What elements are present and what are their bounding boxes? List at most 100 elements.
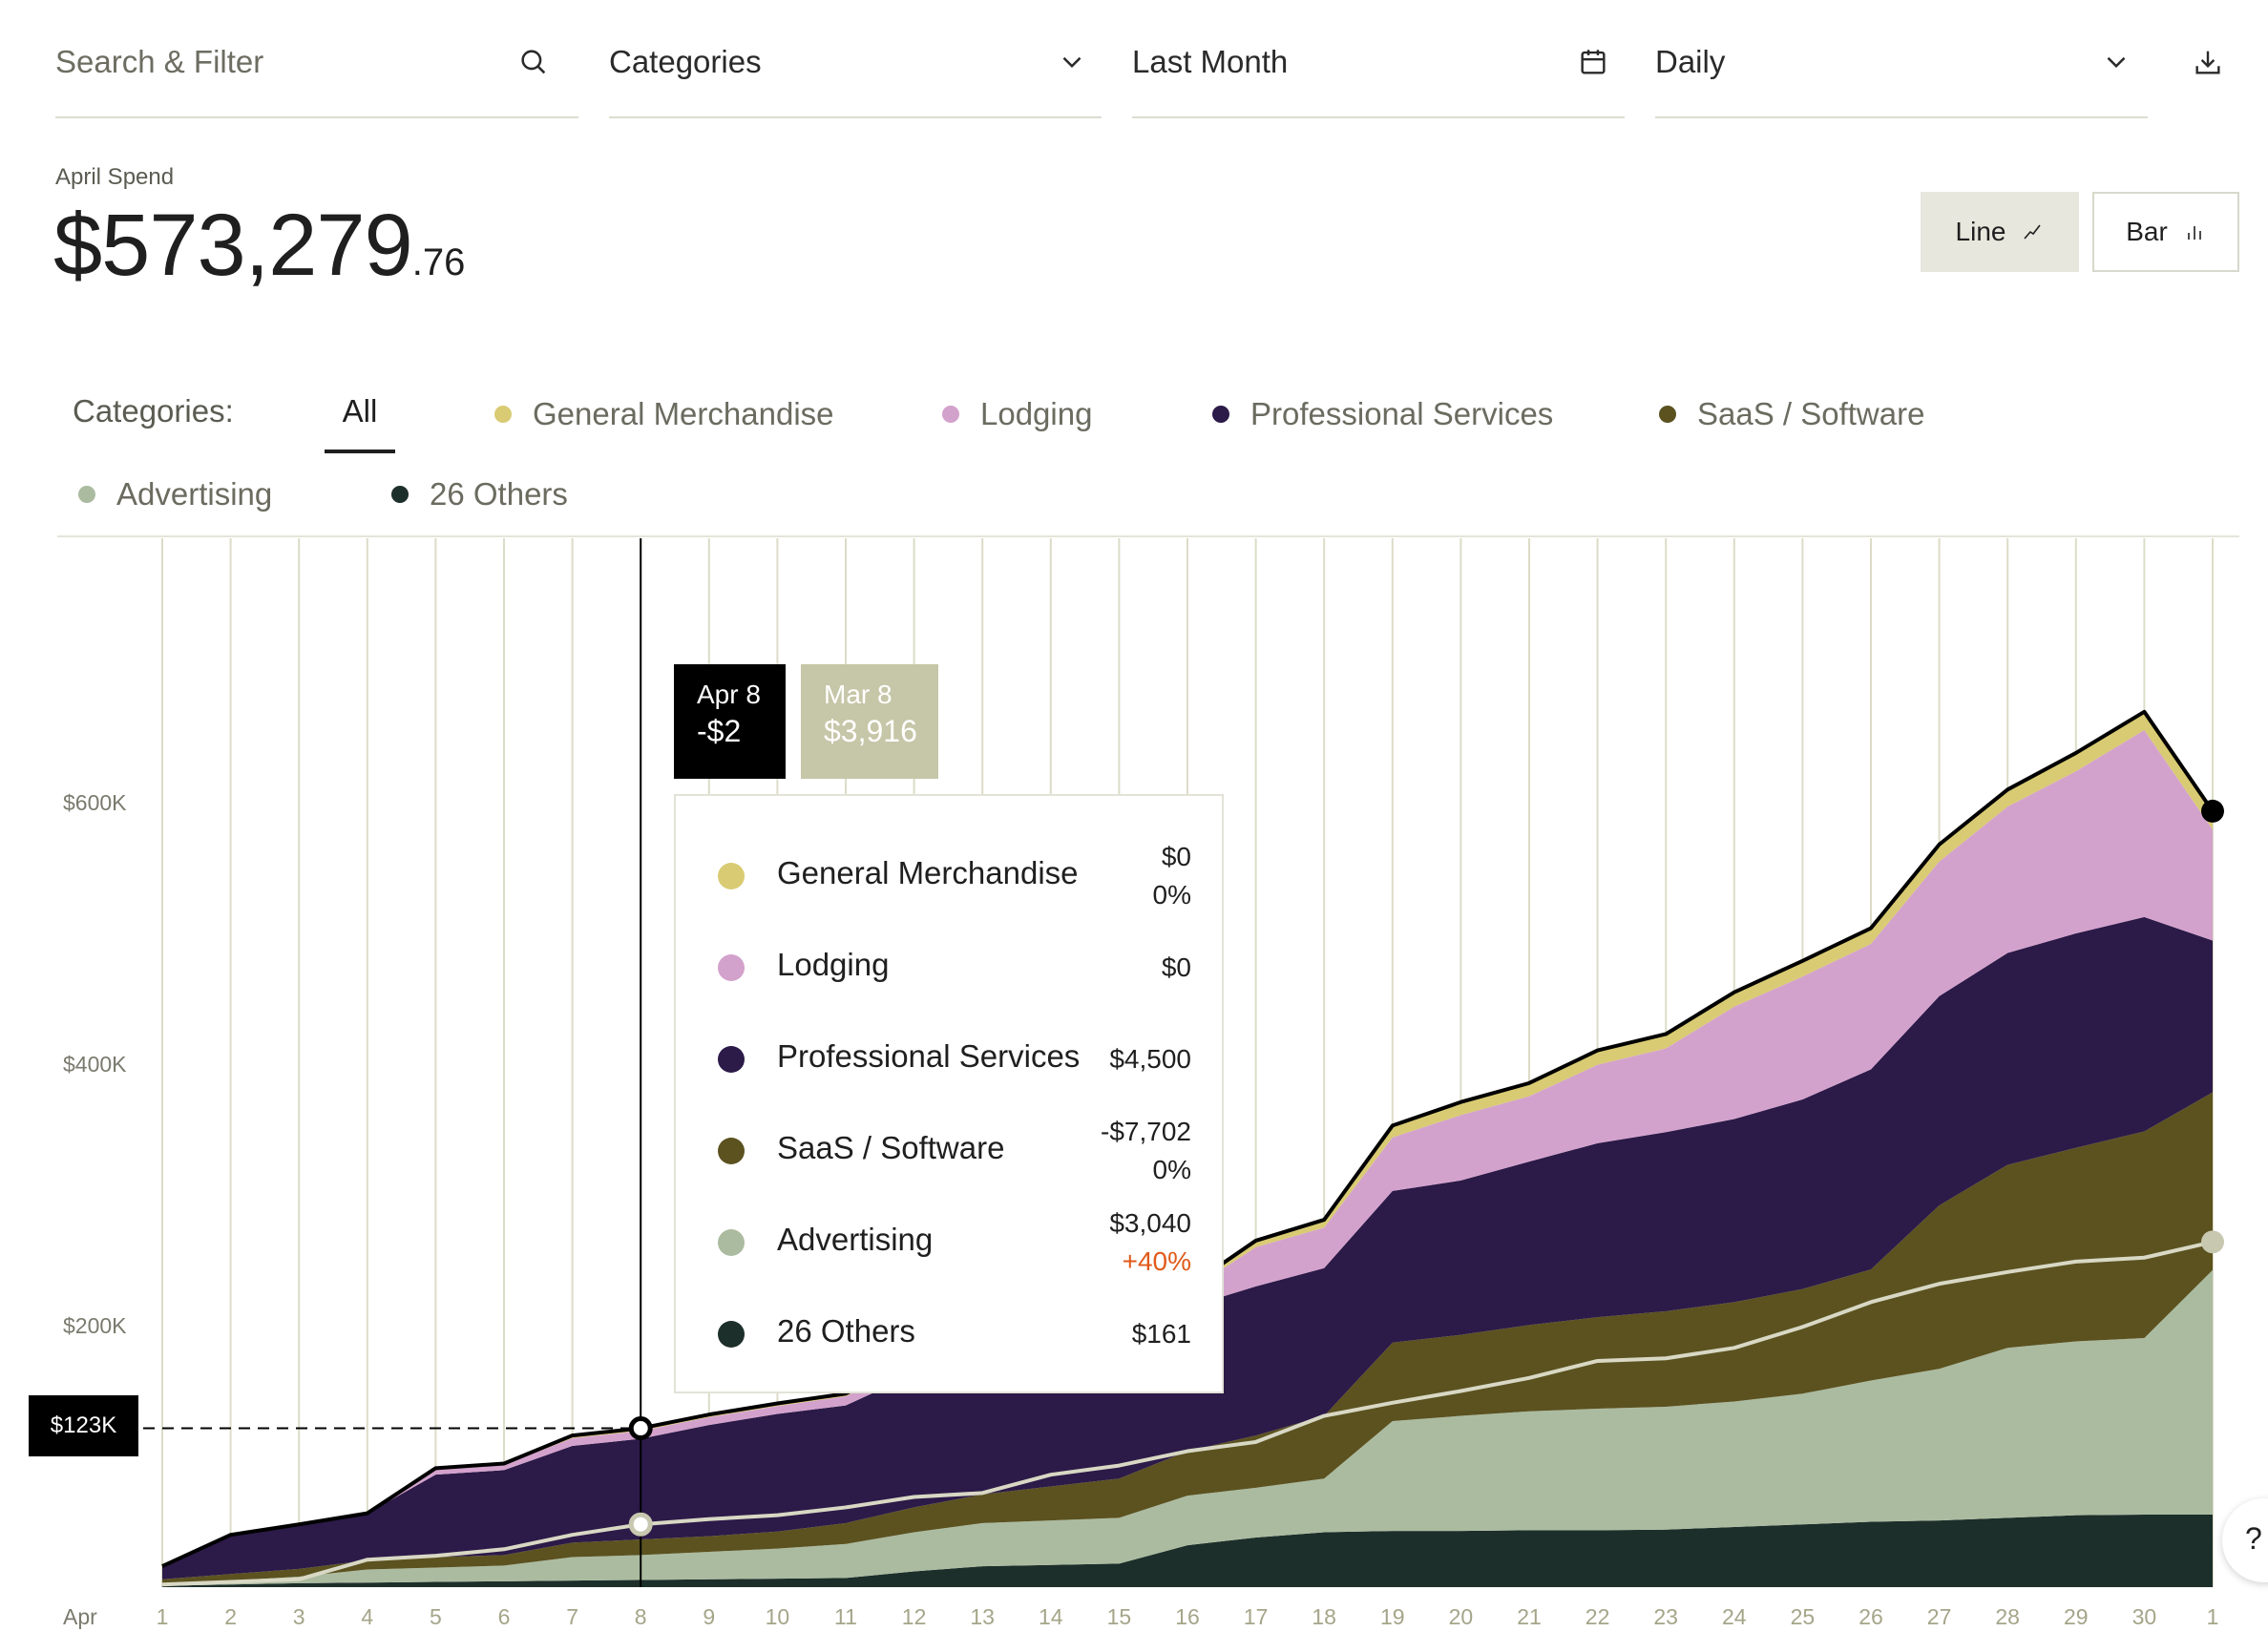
area-saas-software xyxy=(162,1092,2213,1583)
legend-label: Advertising xyxy=(116,476,273,512)
tooltip-category: Professional Services xyxy=(777,1038,1081,1074)
legend-dot xyxy=(494,406,512,423)
x-tick-label: 20 xyxy=(1449,1604,1474,1629)
legend-divider xyxy=(57,535,2239,537)
x-tick-label: 10 xyxy=(766,1604,790,1629)
x-tick-label: 9 xyxy=(703,1604,715,1629)
line-chart-icon xyxy=(2024,224,2042,240)
tooltip-category: Advertising xyxy=(777,1222,934,1257)
active-tab-underline xyxy=(325,450,395,453)
date-range-picker[interactable]: Last Month xyxy=(1132,0,1625,118)
x-tick-label: 15 xyxy=(1107,1604,1132,1629)
tooltip-row: Professional Services $4,500 xyxy=(676,1023,1222,1099)
compare-date-box: Mar 8 $3,916 xyxy=(801,664,938,779)
legend-dot xyxy=(78,486,95,503)
x-tick-label: 26 xyxy=(1858,1604,1883,1629)
current-date: Apr 8 xyxy=(697,680,761,709)
legend-saas-software[interactable]: SaaS / Software xyxy=(1659,393,1924,435)
x-tick-label: 23 xyxy=(1653,1604,1678,1629)
legend-dot xyxy=(1212,406,1229,423)
x-tick-label: 16 xyxy=(1175,1604,1200,1629)
legend-dot xyxy=(391,486,409,503)
line-view-toggle[interactable]: Line xyxy=(1921,192,2079,272)
x-tick-label: 3 xyxy=(293,1604,305,1629)
comparison-line xyxy=(161,1240,2214,1587)
x-tick-label: 5 xyxy=(430,1604,442,1629)
tooltip-dot xyxy=(718,1321,745,1348)
x-tick-label: 30 xyxy=(2132,1604,2157,1629)
y-tick-label: $400K xyxy=(63,1052,127,1077)
calendar-icon xyxy=(1577,46,1609,78)
category-tab-all[interactable]: All xyxy=(342,393,378,429)
current-date-box: Apr 8 -$2 xyxy=(674,664,786,779)
line-toggle-label: Line xyxy=(1955,217,2006,246)
x-tick-label: 21 xyxy=(1517,1604,1542,1629)
x-tick-label: 18 xyxy=(1312,1604,1336,1629)
tooltip-category: Lodging xyxy=(777,947,890,982)
area-professional-services xyxy=(162,916,2213,1580)
tooltip-value: $4,500 xyxy=(1109,1044,1191,1074)
date-range-label: Last Month xyxy=(1132,44,1289,79)
current-value: -$2 xyxy=(697,714,742,748)
tooltip-dot xyxy=(718,1229,745,1256)
bar-toggle-label: Bar xyxy=(2126,217,2168,246)
tooltip-category: General Merchandise xyxy=(777,855,1079,890)
legend-label: Professional Services xyxy=(1250,396,1554,431)
x-tick-label: 22 xyxy=(1586,1604,1610,1629)
tooltip-dot xyxy=(718,1046,745,1073)
categories-dropdown-label: Categories xyxy=(609,44,762,79)
legend-26-others[interactable]: 26 Others xyxy=(391,473,568,515)
legend-dot xyxy=(1659,406,1676,423)
download-button[interactable] xyxy=(2192,46,2224,78)
spend-amount: $573,279 xyxy=(53,197,413,294)
categories-dropdown[interactable]: Categories xyxy=(609,0,1102,118)
legend-lodging[interactable]: Lodging xyxy=(942,393,1092,435)
area-general-merchandise xyxy=(162,711,2213,1567)
x-tick-label: 1 xyxy=(2207,1604,2219,1629)
tooltip-row: SaaS / Software -$7,702 0% xyxy=(676,1115,1222,1191)
tooltip-value: -$7,702 0% xyxy=(1101,1117,1191,1184)
area-lodging xyxy=(162,729,2213,1567)
legend-professional-services[interactable]: Professional Services xyxy=(1212,393,1553,435)
tooltip-value: $0 xyxy=(1161,952,1191,982)
x-tick-label: 1 xyxy=(157,1604,169,1629)
x-tick-label: 12 xyxy=(902,1604,927,1629)
legend-label: SaaS / Software xyxy=(1697,396,1925,431)
categories-filter-label: Categories: xyxy=(73,393,234,429)
comparison-end-point xyxy=(2201,1230,2224,1254)
tooltip-value: $3,040 +40% xyxy=(1109,1208,1191,1276)
x-tick-label: 29 xyxy=(2064,1604,2089,1629)
tooltip-row: 26 Others $161 xyxy=(676,1298,1222,1374)
chevron-down-icon xyxy=(1056,46,1088,78)
comparison-point xyxy=(628,1512,653,1537)
search-icon[interactable] xyxy=(517,46,550,78)
spend-label: April Spend xyxy=(55,164,175,190)
tooltip-dot xyxy=(718,954,745,981)
search-filter-field[interactable]: Search & Filter xyxy=(55,0,578,118)
y-tick-label: $200K xyxy=(63,1313,127,1338)
interval-dropdown[interactable]: Daily xyxy=(1655,0,2148,118)
y-value-marker: $123K xyxy=(29,1395,138,1456)
x-tick-label: 7 xyxy=(566,1604,578,1629)
x-tick-label: 25 xyxy=(1791,1604,1816,1629)
legend-label: Lodging xyxy=(980,396,1093,431)
legend-advertising[interactable]: Advertising xyxy=(78,473,272,515)
interval-label: Daily xyxy=(1655,44,1726,79)
area-advertising xyxy=(162,1269,2213,1586)
x-tick-label: 19 xyxy=(1380,1604,1405,1629)
search-input[interactable]: Search & Filter xyxy=(55,44,264,79)
tooltip-value: $161 xyxy=(1131,1319,1191,1349)
legend-general-merchandise[interactable]: General Merchandise xyxy=(494,393,834,435)
bar-chart-icon xyxy=(2187,226,2201,240)
chart-tooltip: General Merchandise $0 0% Lodging $0 Prof… xyxy=(674,794,1224,1393)
x-tick-label: 28 xyxy=(1995,1604,2020,1629)
x-tick-label: 13 xyxy=(970,1604,995,1629)
x-tick-label: 4 xyxy=(361,1604,373,1629)
tooltip-row: Advertising $3,040 +40% xyxy=(676,1206,1222,1283)
tooltip-row: General Merchandise $0 0% xyxy=(676,840,1222,916)
tooltip-row: Lodging $0 xyxy=(676,931,1222,1008)
bar-view-toggle[interactable]: Bar xyxy=(2092,192,2239,272)
compare-date: Mar 8 xyxy=(824,680,892,709)
tooltip-dot xyxy=(718,1138,745,1164)
highlight-point xyxy=(628,1416,653,1441)
